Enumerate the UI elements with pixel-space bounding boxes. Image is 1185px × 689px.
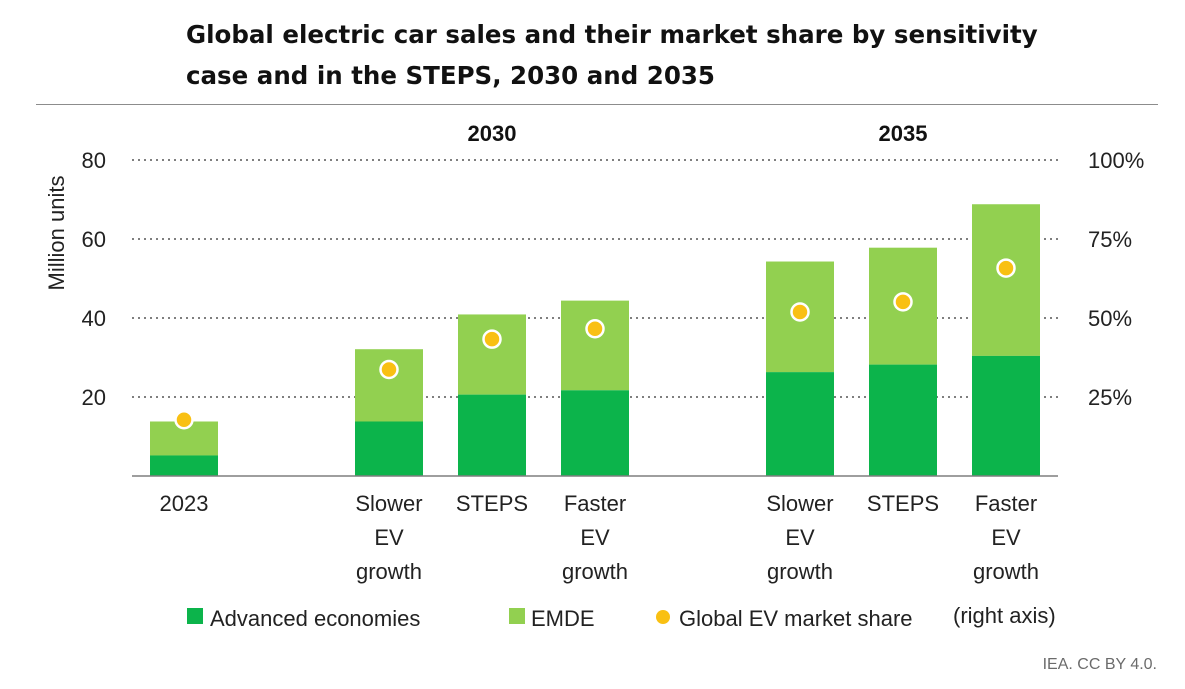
legend-swatch-advanced [187,608,203,624]
legend-label-advanced: Advanced economies [210,606,420,631]
bar-advanced [766,372,834,476]
x-tick-label: Faster [975,491,1037,516]
bar-advanced [150,455,218,476]
y-axis-label: Million units [44,176,69,291]
group-label: 2035 [879,121,928,146]
y2-tick-label: 100% [1088,148,1144,173]
bar-emde [458,314,526,395]
x-tick-label: growth [356,559,422,584]
y-tick-label: 80 [82,148,106,173]
x-tick-label: Slower [355,491,422,516]
x-tick-label: STEPS [867,491,939,516]
y2-tick-label: 50% [1088,306,1132,331]
bar-advanced [355,421,423,476]
market-share-point [585,318,605,339]
y-tick-label: 40 [82,306,106,331]
x-tick-label: Slower [766,491,833,516]
legend-swatch-share [656,610,670,624]
bar-emde [561,300,629,391]
group-label: 2030 [468,121,517,146]
legend-swatch-emde [509,608,525,624]
x-tick-label: EV [785,525,815,550]
y-tick-label: 20 [82,385,106,410]
x-tick-label: EV [580,525,610,550]
bar-advanced [458,394,526,476]
x-tick-label: Faster [564,491,626,516]
market-share-point [174,410,194,430]
bar-emde [972,204,1040,356]
legend-label-emde: EMDE [531,606,595,631]
market-share-point [996,258,1016,278]
market-share-point [482,329,502,349]
y2-tick-label: 25% [1088,385,1132,410]
x-tick-label: growth [973,559,1039,584]
y-tick-label: 60 [82,227,106,252]
bar-advanced [972,355,1040,476]
market-share-point [893,292,913,312]
y2-tick-label: 75% [1088,227,1132,252]
bar-advanced [561,390,629,476]
x-tick-label: growth [767,559,833,584]
x-tick-label: EV [374,525,404,550]
bar-advanced [869,364,937,476]
x-tick-label: EV [991,525,1021,550]
legend-note: (right axis) [953,603,1056,628]
credit-text: IEA. CC BY 4.0. [1042,656,1157,673]
x-tick-label: STEPS [456,491,528,516]
x-tick-label: growth [562,559,628,584]
x-tick-label: 2023 [160,491,209,516]
market-share-point [379,359,399,380]
market-share-point [790,302,810,322]
legend-label-share: Global EV market share [679,606,913,631]
chart-title: Global electric car sales and their mark… [186,20,1038,90]
title-divider [36,104,1158,105]
